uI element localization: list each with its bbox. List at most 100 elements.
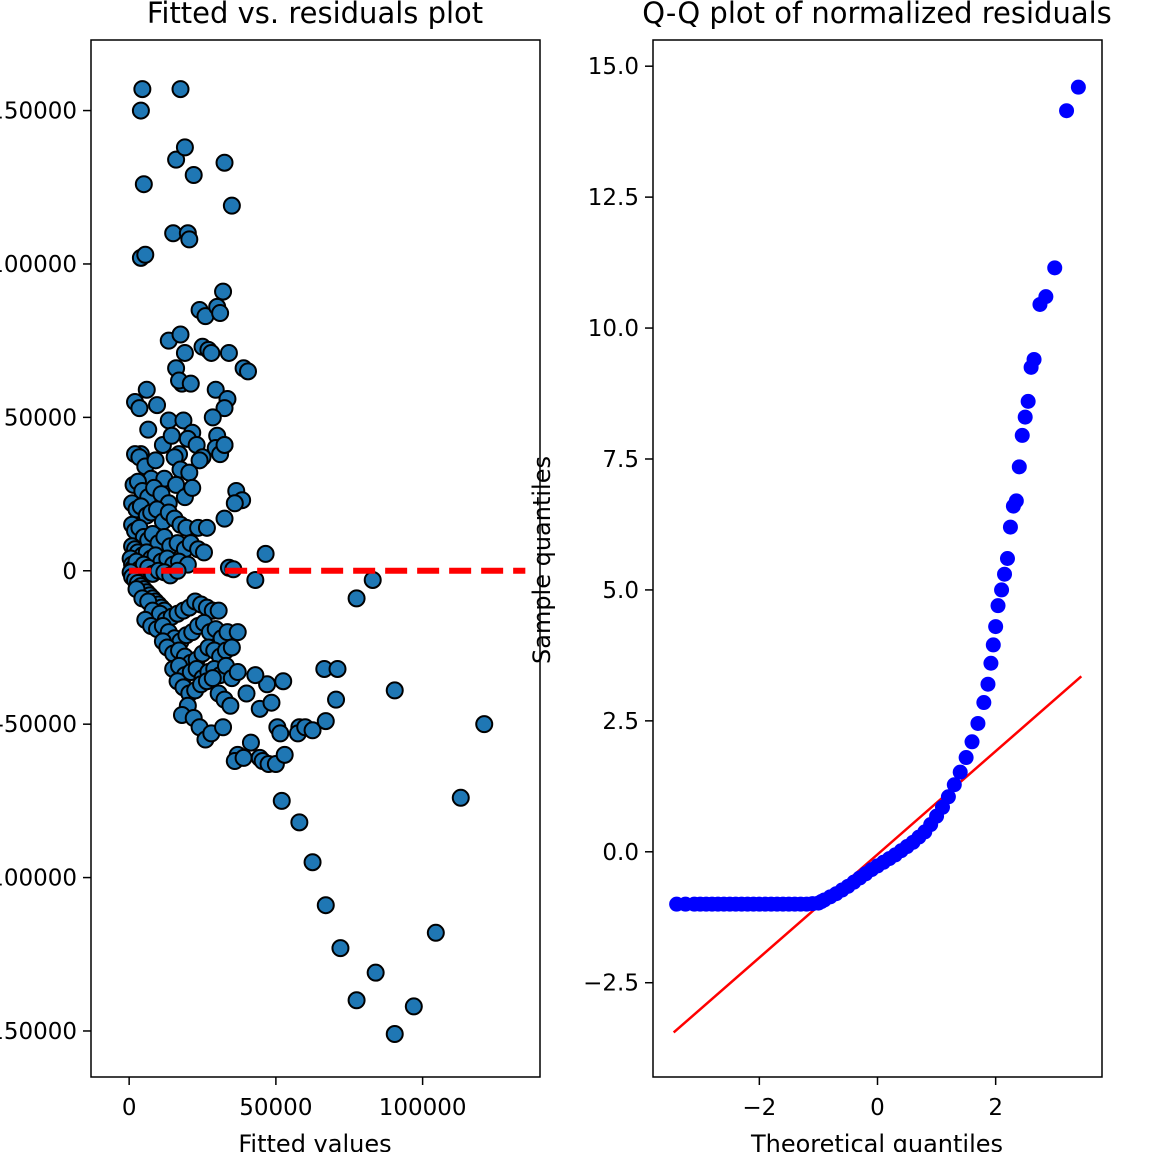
data-point [1014,427,1030,443]
y-tick-label: 7.5 [602,447,639,473]
data-point [316,712,335,731]
data-point [171,325,190,344]
data-point [209,601,228,620]
data-point [1011,459,1027,475]
y-tick-label: -50000 [0,712,77,738]
data-point [139,420,158,439]
data-point [1026,351,1042,367]
data-point [215,399,234,418]
x-tick-label: −2 [742,1095,776,1121]
data-point [366,963,385,982]
data-point [228,663,247,682]
data-point [328,659,347,678]
data-point [1038,289,1054,305]
data-point [180,230,199,249]
y-tick-label: 10.0 [588,316,639,342]
data-point [214,718,233,737]
data-point [211,304,230,323]
data-point [175,343,194,362]
right-chart-title: Q-Q plot of normalized residuals [642,0,1112,30]
data-point [162,426,181,445]
data-point [363,570,382,589]
data-point [940,789,956,805]
data-point [174,411,193,430]
data-point [1070,79,1086,95]
y-tick-label: 0 [62,559,77,585]
data-point [976,695,992,711]
data-point [999,551,1015,566]
data-point [980,676,996,692]
data-point [347,589,366,608]
qq-reference-line [672,675,1083,1034]
data-point [994,582,1010,598]
data-point [272,791,291,810]
data-point [1008,493,1024,509]
y-tick-label: 15.0 [588,54,639,80]
data-point [275,745,294,764]
data-point [167,150,186,169]
data-point [426,923,445,942]
data-point [475,715,494,734]
x-tick-label: 0 [870,1095,885,1121]
data-point [206,380,225,399]
data-point [197,518,216,537]
data-point [246,666,265,685]
data-point [164,224,183,243]
y-tick-label: 2.5 [602,709,639,735]
x-tick-label: 50000 [239,1095,312,1121]
data-point [274,672,293,691]
data-point [988,619,1004,635]
right-y-axis-label: Sample quantiles [528,456,556,664]
data-point [134,175,153,194]
data-point [203,408,222,427]
data-point [215,435,234,454]
data-point [222,638,241,657]
data-point [241,733,260,752]
left-x-axis: 0 50000 100000 [122,1077,467,1121]
left-axes-frame [90,39,541,1078]
data-point [1017,409,1033,425]
data-point [171,80,190,99]
data-point [190,451,209,470]
left-y-axis: 150000 100000 50000 0 -50000 -100000 -150000 [0,99,91,1045]
data-point [1059,103,1075,119]
data-point [997,566,1013,582]
x-tick-label: 0 [122,1095,137,1121]
y-tick-label: -100000 [0,866,77,892]
right-x-axis: −2 0 2 [742,1077,1003,1121]
y-tick-label: −2.5 [583,971,639,997]
data-point [964,734,980,750]
data-point [385,1025,404,1044]
data-point [1002,519,1018,535]
data-point [290,813,309,832]
data-point [215,153,234,172]
data-point [990,598,1006,614]
left-x-axis-label: Fitted values [238,1130,391,1152]
data-point [215,509,234,528]
data-point [262,693,281,712]
data-point [133,80,152,99]
data-point [1020,393,1036,409]
data-point [221,696,240,715]
data-point [203,669,222,688]
data-point [983,655,999,671]
y-tick-label: 0.0 [602,840,639,866]
data-point [239,362,258,381]
x-tick-label: 100000 [379,1095,467,1121]
right-x-axis-label: Theoretical quantiles [750,1130,1003,1152]
data-point [181,374,200,393]
left-plot-area [121,80,526,1044]
data-point [271,724,290,743]
right-y-axis: −2.5 0.0 2.5 5.0 7.5 10.0 12.5 15.0 [583,54,653,997]
fitted-vs-residuals-panel: Fitted vs. residuals plot 0 50000 100000 1… [0,0,541,1152]
data-point [256,544,275,563]
x-tick-label: 2 [988,1095,1003,1121]
data-point [316,896,335,915]
data-point [234,748,253,767]
data-point [225,494,244,513]
left-chart-title: Fitted vs. residuals plot [147,0,483,30]
data-point [946,777,962,793]
data-point [137,380,156,399]
